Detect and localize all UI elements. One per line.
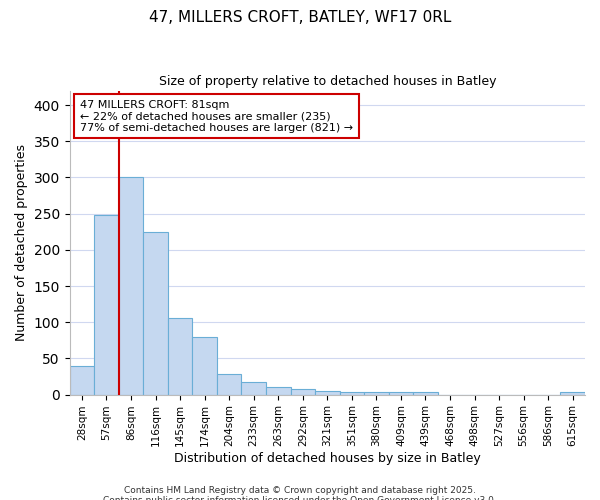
Bar bbox=[217, 374, 241, 394]
Bar bbox=[266, 388, 290, 394]
Y-axis label: Number of detached properties: Number of detached properties bbox=[15, 144, 28, 341]
Bar bbox=[119, 178, 143, 394]
Bar bbox=[340, 392, 364, 394]
Text: 47 MILLERS CROFT: 81sqm
← 22% of detached houses are smaller (235)
77% of semi-d: 47 MILLERS CROFT: 81sqm ← 22% of detache… bbox=[80, 100, 353, 133]
Bar bbox=[168, 318, 193, 394]
Bar bbox=[94, 215, 119, 394]
Bar bbox=[364, 392, 389, 394]
Bar bbox=[315, 391, 340, 394]
Text: 47, MILLERS CROFT, BATLEY, WF17 0RL: 47, MILLERS CROFT, BATLEY, WF17 0RL bbox=[149, 10, 451, 25]
Bar bbox=[389, 392, 413, 394]
X-axis label: Distribution of detached houses by size in Batley: Distribution of detached houses by size … bbox=[174, 452, 481, 465]
Text: Contains HM Land Registry data © Crown copyright and database right 2025.: Contains HM Land Registry data © Crown c… bbox=[124, 486, 476, 495]
Title: Size of property relative to detached houses in Batley: Size of property relative to detached ho… bbox=[158, 75, 496, 88]
Bar bbox=[70, 366, 94, 394]
Bar bbox=[413, 392, 438, 394]
Bar bbox=[290, 389, 315, 394]
Text: Contains public sector information licensed under the Open Government Licence v3: Contains public sector information licen… bbox=[103, 496, 497, 500]
Bar bbox=[193, 338, 217, 394]
Bar bbox=[241, 382, 266, 394]
Bar bbox=[560, 392, 585, 394]
Bar bbox=[143, 232, 168, 394]
